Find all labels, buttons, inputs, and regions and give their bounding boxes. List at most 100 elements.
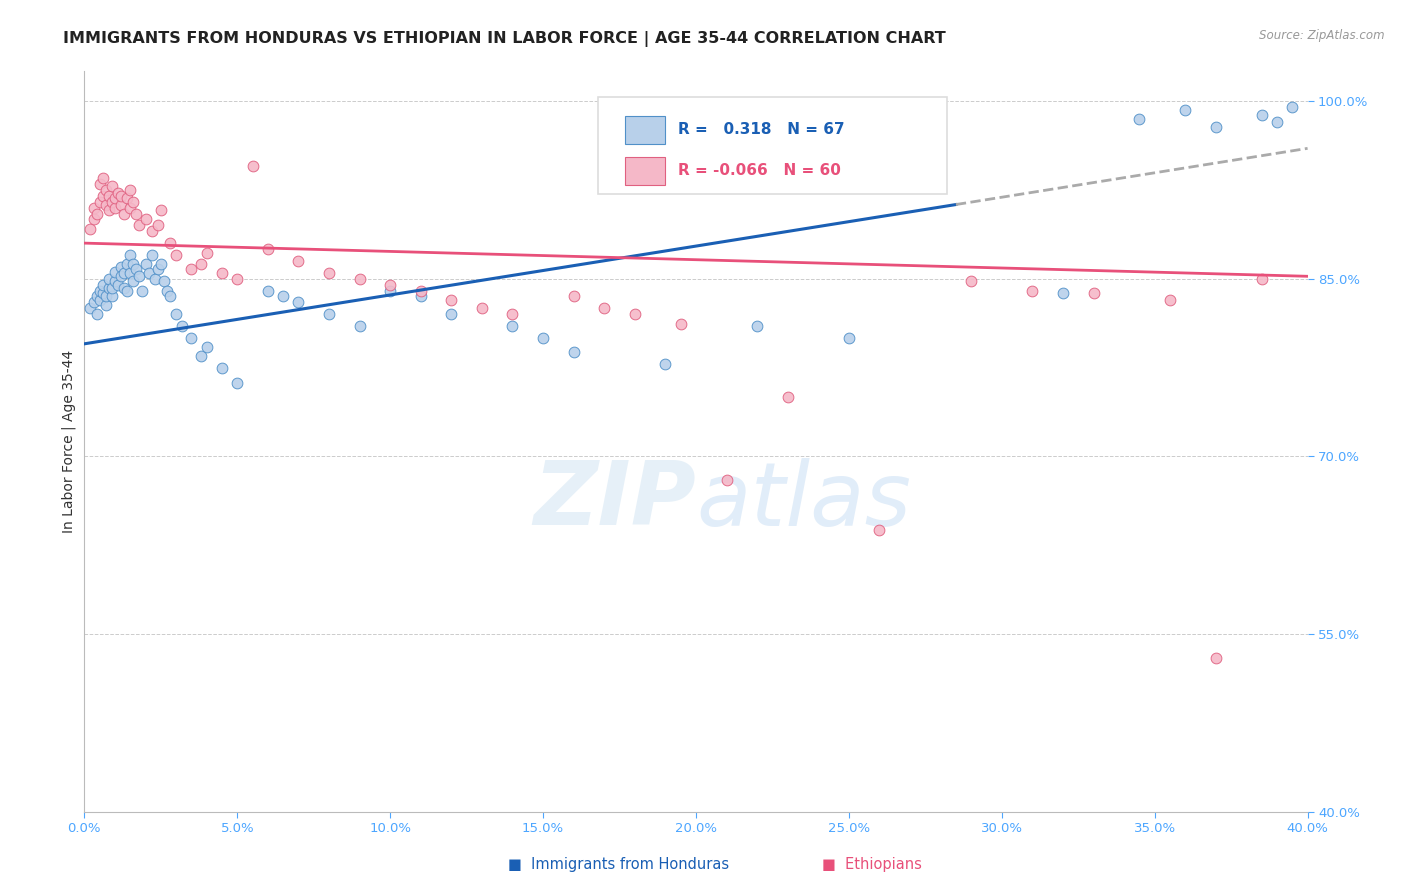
Point bbox=[131, 284, 153, 298]
Point bbox=[120, 183, 142, 197]
Point bbox=[211, 360, 233, 375]
Point bbox=[1205, 650, 1227, 665]
Point bbox=[101, 281, 124, 295]
Point bbox=[110, 260, 132, 274]
Point bbox=[180, 331, 202, 345]
Point bbox=[502, 307, 524, 321]
Point bbox=[128, 269, 150, 284]
Point bbox=[1205, 120, 1227, 134]
Point bbox=[101, 194, 124, 209]
Point bbox=[104, 274, 127, 288]
Point bbox=[122, 257, 145, 271]
Y-axis label: In Labor Force | Age 35-44: In Labor Force | Age 35-44 bbox=[62, 350, 76, 533]
Point bbox=[125, 206, 148, 220]
Point bbox=[471, 301, 494, 316]
Point bbox=[165, 248, 187, 262]
Point bbox=[349, 271, 371, 285]
Point bbox=[104, 191, 127, 205]
Point bbox=[97, 188, 120, 202]
Point bbox=[409, 289, 432, 303]
Point bbox=[1159, 293, 1181, 307]
Point bbox=[112, 206, 135, 220]
Point bbox=[1265, 115, 1288, 129]
FancyBboxPatch shape bbox=[626, 156, 665, 185]
Point bbox=[135, 257, 157, 271]
Point bbox=[440, 293, 463, 307]
Point bbox=[112, 266, 135, 280]
Point bbox=[287, 295, 309, 310]
Point bbox=[89, 293, 111, 307]
Point bbox=[115, 284, 138, 298]
Point bbox=[104, 201, 127, 215]
Point bbox=[128, 219, 150, 233]
Point bbox=[257, 284, 280, 298]
Point bbox=[716, 473, 738, 487]
Point bbox=[654, 357, 676, 371]
Point bbox=[86, 206, 108, 220]
Point bbox=[180, 262, 202, 277]
Point bbox=[153, 274, 176, 288]
Point bbox=[287, 253, 309, 268]
Point bbox=[531, 331, 554, 345]
Point bbox=[138, 266, 160, 280]
Text: ■  Ethiopians: ■ Ethiopians bbox=[821, 857, 922, 872]
Point bbox=[349, 319, 371, 334]
Text: atlas: atlas bbox=[696, 458, 911, 544]
Point bbox=[1250, 271, 1272, 285]
Point bbox=[146, 262, 169, 277]
Point bbox=[190, 349, 212, 363]
Point bbox=[94, 298, 117, 312]
Point bbox=[104, 264, 127, 278]
Point bbox=[125, 262, 148, 277]
Point bbox=[226, 271, 249, 285]
Point bbox=[502, 319, 524, 334]
Point bbox=[101, 179, 124, 194]
Point bbox=[380, 277, 402, 292]
Point bbox=[318, 307, 340, 321]
Point bbox=[1128, 112, 1150, 126]
Point bbox=[211, 266, 233, 280]
Point bbox=[94, 289, 117, 303]
Point bbox=[1281, 100, 1303, 114]
Point bbox=[122, 274, 145, 288]
Point bbox=[115, 191, 138, 205]
Point bbox=[838, 331, 860, 345]
Point bbox=[1174, 103, 1197, 118]
Point bbox=[120, 201, 142, 215]
Point bbox=[776, 390, 799, 404]
Point bbox=[257, 242, 280, 256]
Point bbox=[120, 248, 142, 262]
Point bbox=[190, 257, 212, 271]
Point bbox=[89, 194, 111, 209]
Point bbox=[226, 376, 249, 390]
Point bbox=[562, 345, 585, 359]
Point bbox=[1021, 284, 1043, 298]
Point bbox=[107, 186, 129, 201]
Text: R = -0.066   N = 60: R = -0.066 N = 60 bbox=[678, 163, 841, 178]
Text: ZIP: ZIP bbox=[533, 458, 696, 544]
Point bbox=[97, 281, 120, 295]
Point bbox=[159, 289, 181, 303]
Point bbox=[89, 284, 111, 298]
Point bbox=[120, 266, 142, 280]
FancyBboxPatch shape bbox=[626, 116, 665, 144]
Point bbox=[122, 194, 145, 209]
Point bbox=[1052, 285, 1074, 300]
Point bbox=[593, 301, 616, 316]
Point bbox=[91, 171, 114, 186]
Point bbox=[562, 289, 585, 303]
Point bbox=[79, 301, 101, 316]
Point bbox=[101, 289, 124, 303]
Point bbox=[195, 340, 218, 354]
Point bbox=[86, 289, 108, 303]
Point bbox=[172, 319, 194, 334]
Text: IMMIGRANTS FROM HONDURAS VS ETHIOPIAN IN LABOR FORCE | AGE 35-44 CORRELATION CHA: IMMIGRANTS FROM HONDURAS VS ETHIOPIAN IN… bbox=[63, 31, 946, 47]
Point bbox=[271, 289, 294, 303]
Point bbox=[409, 284, 432, 298]
Point bbox=[669, 317, 692, 331]
Text: ■  Immigrants from Honduras: ■ Immigrants from Honduras bbox=[508, 857, 730, 872]
Point bbox=[195, 245, 218, 260]
Point bbox=[94, 198, 117, 212]
Point bbox=[89, 177, 111, 191]
Point bbox=[91, 285, 114, 300]
